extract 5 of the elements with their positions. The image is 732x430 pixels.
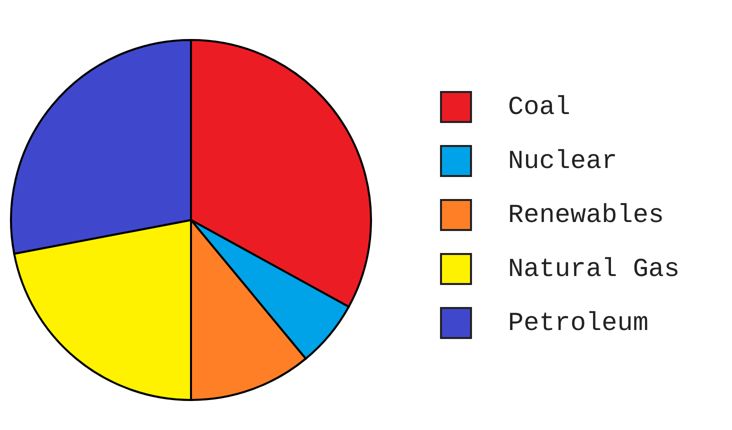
legend-label: Natural Gas <box>508 254 680 284</box>
legend-label: Coal <box>508 92 570 122</box>
legend-label: Nuclear <box>508 146 618 176</box>
legend-label: Petroleum <box>508 308 648 338</box>
legend-label: Renewables <box>508 200 664 230</box>
